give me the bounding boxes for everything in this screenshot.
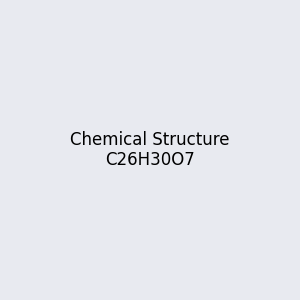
Text: Chemical Structure
C26H30O7: Chemical Structure C26H30O7 [70, 130, 230, 170]
